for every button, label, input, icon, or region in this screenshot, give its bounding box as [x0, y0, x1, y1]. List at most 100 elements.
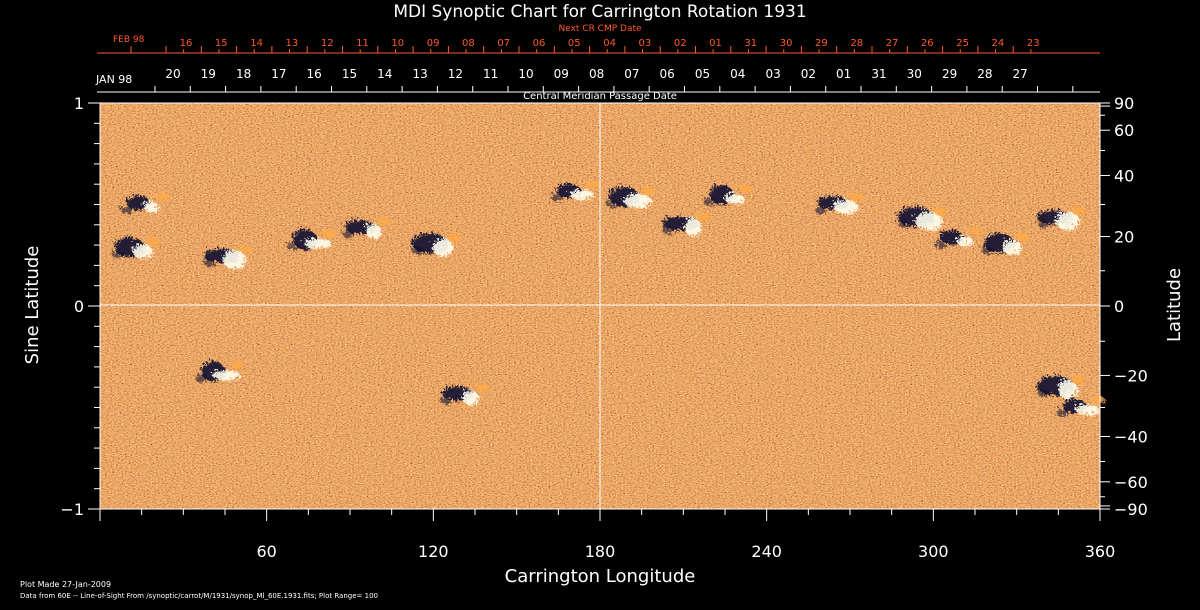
plage-patch [930, 204, 945, 213]
x-tick-label: 180 [585, 542, 616, 561]
negative-polarity-patch [978, 244, 991, 253]
cmp-date: 05 [695, 67, 710, 81]
y-axis-label-right: Latitude [1164, 268, 1185, 342]
cmp-date: 13 [412, 67, 427, 81]
cmp-date: 16 [307, 67, 322, 81]
active-region [978, 231, 1028, 253]
cmp-date: 11 [483, 67, 498, 81]
negative-polarity-patch [812, 203, 825, 212]
cmp-date: 30 [907, 67, 922, 81]
active-region [701, 182, 750, 204]
active-region [659, 210, 709, 234]
plage-patch [374, 214, 389, 223]
y-tick-label: 0 [74, 297, 84, 316]
negative-polarity-patch [548, 191, 561, 200]
positive-polarity-patch [620, 191, 649, 206]
cmp-date: 10 [518, 67, 533, 81]
next-cr-date: 31 [744, 38, 757, 49]
latitude-tick-label: −60 [1114, 473, 1148, 492]
plage-patch [227, 358, 242, 367]
next-cr-date: 16 [180, 38, 193, 49]
cmp-date: 02 [801, 67, 816, 81]
x-tick-label: 360 [1085, 542, 1116, 561]
active-region [603, 184, 653, 206]
cmp-date: 06 [660, 67, 675, 81]
cmp-month: JAN 98 [95, 73, 132, 86]
y-tick-label: −1 [60, 500, 84, 519]
plage-patch [583, 178, 598, 187]
next-cr-date: 05 [568, 38, 581, 49]
x-tick-label: 60 [256, 542, 276, 561]
data-source-note: Data from 60E -- Line-of-Sight From /syn… [20, 592, 378, 600]
plage-patch [736, 182, 750, 191]
chart-title: MDI Synoptic Chart for Carrington Rotati… [393, 2, 806, 22]
plage-patch [472, 381, 487, 390]
plage-patch [638, 184, 653, 193]
positive-polarity-patch [1072, 402, 1097, 413]
positive-polarity-patch [1055, 378, 1076, 397]
negative-polarity-patch [201, 256, 213, 265]
sine-latitude-axis: 1 0 −1 [60, 94, 100, 519]
cmp-axis-label: Central Meridian Passage Date [523, 91, 677, 102]
active-region [1034, 204, 1084, 228]
latitude-tick-label: −90 [1114, 500, 1148, 519]
next-cr-axis-label: Next CR CMP Date [558, 24, 642, 34]
cmp-date: 08 [589, 67, 604, 81]
next-cr-date: 23 [1027, 38, 1040, 49]
negative-polarity-patch [659, 223, 672, 232]
positive-polarity-patch [362, 221, 379, 236]
negative-polarity-patch [437, 394, 450, 403]
positive-polarity-patch [220, 248, 244, 267]
negative-polarity-patch [895, 217, 908, 226]
x-tick-label: 240 [751, 542, 782, 561]
positive-polarity-patch [722, 191, 742, 202]
negative-polarity-patch [1034, 217, 1047, 226]
active-region [339, 214, 389, 236]
negative-polarity-patch [701, 195, 713, 204]
next-cr-date: 27 [886, 38, 899, 49]
positive-polarity-patch [1053, 209, 1078, 228]
y-axis-label-left: Sine Latitude [22, 246, 43, 365]
cmp-date: 09 [554, 67, 569, 81]
latitude-axis: 90 60 40 20 0 −20 −40 −60 −90 [1100, 94, 1148, 519]
latitude-tick-label: −20 [1114, 366, 1148, 385]
cmp-date: 28 [977, 67, 992, 81]
cmp-date: 15 [342, 67, 357, 81]
latitude-tick-label: 0 [1114, 297, 1124, 316]
cmp-date: 07 [624, 67, 639, 81]
cmp-date: 14 [377, 67, 392, 81]
positive-polarity-patch [567, 187, 592, 198]
active-region [548, 178, 598, 200]
positive-polarity-patch [912, 209, 941, 228]
next-cr-date: 25 [956, 38, 969, 49]
positive-polarity-patch [831, 197, 856, 212]
negative-polarity-patch [192, 371, 205, 380]
next-cr-date: 26 [921, 38, 934, 49]
active-region [895, 204, 945, 228]
latitude-tick-label: 40 [1114, 167, 1134, 186]
next-cr-date: 30 [780, 38, 793, 49]
y-tick-label: 1 [74, 94, 84, 113]
cmp-date: 29 [942, 67, 957, 81]
x-axis-label: Carrington Longitude [505, 566, 696, 587]
positive-polarity-patch [954, 233, 971, 244]
date-axes: Next CR CMP Date FEB 98 16 15 14 13 12 11 10 09 08… [95, 24, 1100, 102]
active-region [409, 231, 459, 255]
next-cr-date: 09 [427, 38, 440, 49]
next-cr-date: 08 [462, 38, 475, 49]
next-cr-date: 14 [250, 38, 263, 49]
next-cr-date: 11 [356, 38, 369, 49]
next-cr-date: 15 [215, 38, 228, 49]
x-tick-label: 300 [918, 542, 949, 561]
negative-polarity-patch [284, 239, 297, 248]
cmp-date: 27 [1013, 67, 1028, 81]
next-cr-date: 28 [850, 38, 863, 49]
positive-polarity-patch [130, 242, 151, 257]
plot-made-note: Plot Made 27-Jan-2009 [20, 580, 112, 589]
next-cr-date: 01 [709, 38, 722, 49]
plage-patch [694, 210, 709, 219]
plage-patch [152, 190, 167, 199]
negative-polarity-patch [117, 203, 130, 212]
active-region [201, 243, 250, 267]
